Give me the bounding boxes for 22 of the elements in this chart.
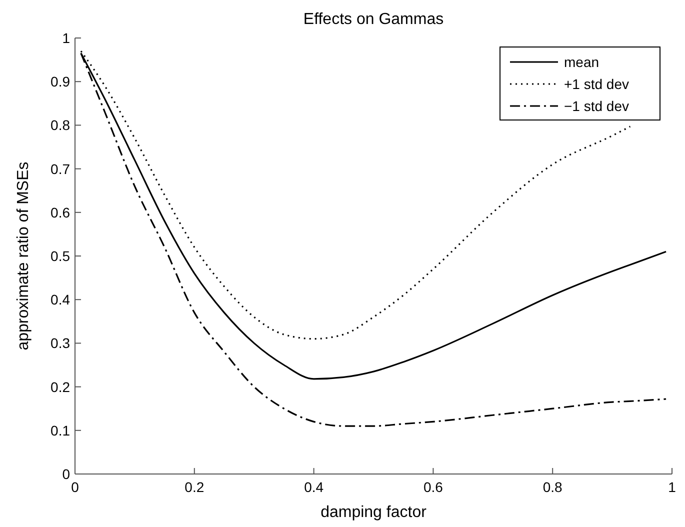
chart-title: Effects on Gammas (303, 11, 444, 28)
y-axis-title: approximate ratio of MSEs (15, 162, 32, 350)
y-tick-label: 0.8 (50, 117, 70, 134)
x-tick-label: 0.6 (423, 479, 444, 495)
y-tick-label: 0.4 (50, 292, 70, 308)
y-tick-label: 0.7 (50, 160, 70, 177)
legend-label: −1 std dev (564, 98, 629, 114)
y-tick-label: 0.9 (50, 74, 70, 90)
x-tick-label: 0.8 (542, 479, 563, 495)
y-tick-label: 0.6 (50, 204, 70, 220)
legend-label: +1 std dev (564, 76, 629, 92)
y-tick-label: 0.1 (50, 422, 70, 438)
x-tick-label: 1 (668, 479, 676, 495)
y-tick-label: 0 (62, 466, 70, 482)
x-tick-label: 0.2 (184, 479, 204, 495)
x-tick-label: 0.4 (304, 479, 324, 495)
y-tick-label: 0.5 (50, 248, 70, 264)
y-tick-label: 0.2 (50, 378, 70, 395)
y-tick-label: 1 (62, 30, 70, 46)
y-tick-label: 0.3 (50, 335, 70, 352)
x-axis-title: damping factor (320, 504, 428, 521)
legend-label: mean (564, 54, 600, 70)
